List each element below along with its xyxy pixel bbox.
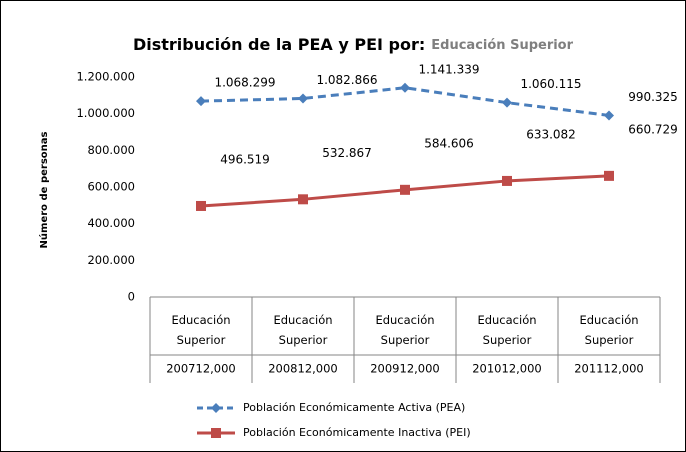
x-tick-label: 200712,000 bbox=[166, 362, 236, 376]
data-point bbox=[298, 194, 308, 205]
legend-label: Población Económicamente Activa (PEA) bbox=[243, 401, 465, 414]
y-tick-label: 400.000 bbox=[87, 216, 135, 230]
data-label: 532.867 bbox=[322, 146, 372, 160]
legend-marker bbox=[211, 428, 221, 438]
y-tick-label: 0 bbox=[128, 290, 135, 304]
y-tick-label: 1.200.000 bbox=[76, 70, 135, 84]
legend-marker bbox=[211, 403, 221, 413]
x-tick-label: 200912,000 bbox=[370, 362, 440, 376]
data-point bbox=[298, 93, 308, 104]
data-label: 1.068.299 bbox=[214, 76, 275, 90]
data-point bbox=[604, 110, 614, 121]
data-point bbox=[196, 96, 206, 107]
data-point bbox=[400, 184, 410, 195]
y-tick-label: 200.000 bbox=[87, 253, 135, 267]
x-group-label: Educación Superior bbox=[273, 313, 332, 347]
x-tick-label: 201112,000 bbox=[574, 362, 644, 376]
x-group-label: Educación Superior bbox=[579, 313, 638, 347]
y-tick-label: 800.000 bbox=[87, 143, 135, 157]
chart-subtitle: Educación Superior bbox=[431, 38, 573, 53]
x-tick-label: 201012,000 bbox=[472, 362, 542, 376]
data-point bbox=[502, 97, 512, 108]
data-point bbox=[604, 170, 614, 181]
data-point bbox=[502, 175, 512, 186]
data-label: 633.082 bbox=[526, 127, 576, 141]
data-label: 990.325 bbox=[628, 90, 678, 104]
x-group-label: Educación Superior bbox=[375, 313, 434, 347]
data-point bbox=[196, 200, 206, 211]
data-label: 1.082.866 bbox=[316, 73, 377, 87]
series-line bbox=[200, 86, 610, 117]
x-group-label: Educación Superior bbox=[171, 313, 230, 347]
chart-title: Distribución de la PEA y PEI por: bbox=[133, 35, 425, 54]
data-label: 584.606 bbox=[424, 136, 474, 150]
x-group-label: Educación Superior bbox=[477, 313, 536, 347]
chart-title-group: Distribución de la PEA y PEI por: Educaci… bbox=[133, 35, 574, 54]
data-point bbox=[400, 82, 410, 93]
y-tick-label: 1.000.000 bbox=[76, 106, 135, 120]
y-tick-label: 600.000 bbox=[87, 180, 135, 194]
data-label: 1.141.339 bbox=[418, 62, 479, 76]
legend-label: Población Económicamente Inactiva (PEI) bbox=[243, 426, 471, 439]
data-label: 1.060.115 bbox=[520, 77, 581, 91]
data-label: 660.729 bbox=[628, 122, 678, 136]
y-axis-title: Número de personas bbox=[38, 132, 50, 249]
x-tick-label: 200812,000 bbox=[268, 362, 338, 376]
data-label: 496.519 bbox=[220, 152, 270, 166]
